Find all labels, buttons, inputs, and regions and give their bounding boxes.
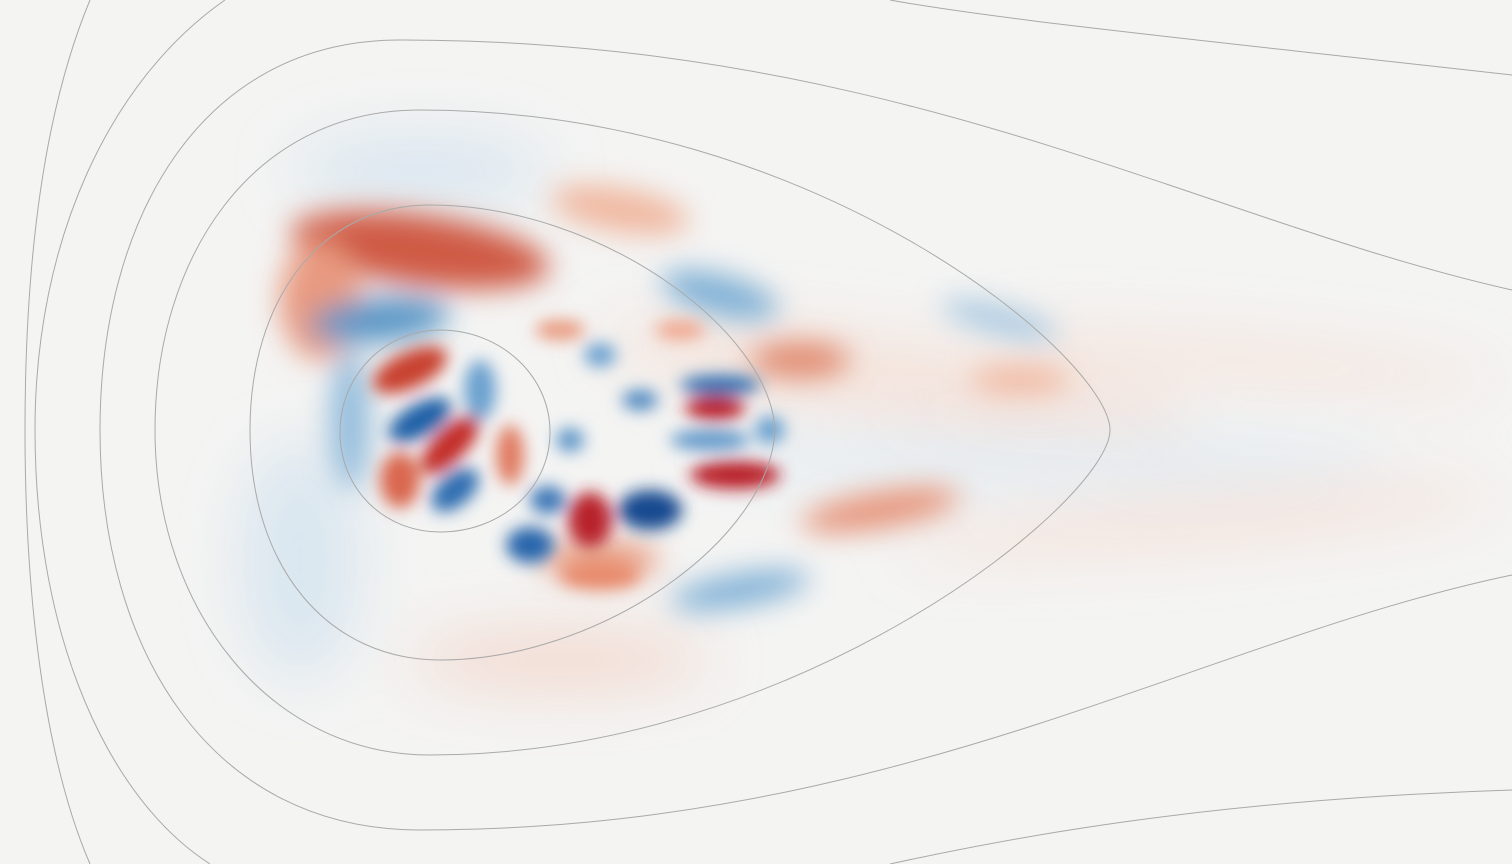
contour <box>34 0 1512 864</box>
contour <box>24 0 91 864</box>
contour <box>249 204 776 661</box>
contour <box>154 109 1111 756</box>
contour-lines <box>24 0 1512 864</box>
contour <box>339 329 551 533</box>
contour <box>99 39 1512 831</box>
wave-field <box>240 135 1500 690</box>
